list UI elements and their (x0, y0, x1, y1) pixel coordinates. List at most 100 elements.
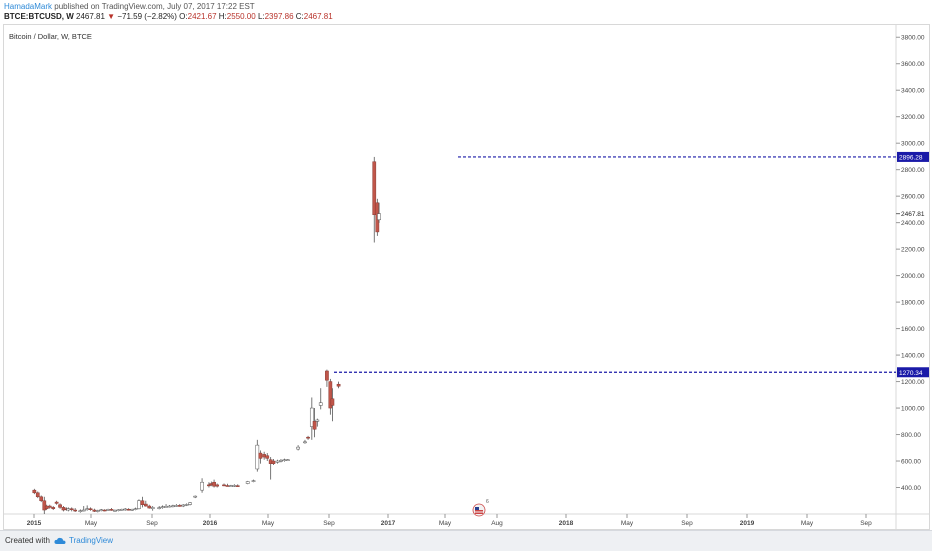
close-label: C: (295, 12, 304, 21)
candle-body (160, 506, 165, 508)
candle-body (44, 505, 49, 509)
open-value: 2421.67 (187, 12, 217, 21)
candle-body (35, 492, 40, 498)
candle-body (177, 505, 182, 507)
ohlc-legend: BTCE:BTCUSD, W 2467.81 ▼ −71.59 (−2.82%)… (4, 12, 333, 22)
candle-body (207, 484, 211, 487)
y-tick-label: 3000.00 (901, 141, 925, 148)
candle-body (157, 507, 162, 509)
candle-body (229, 485, 233, 487)
symbol-label[interactable]: BTCE:BTCUSD, W (4, 12, 74, 21)
x-tick-label: May (439, 520, 452, 527)
candle-body (95, 510, 100, 512)
y-tick-label: 2000.00 (901, 273, 925, 280)
chart-area[interactable]: Bitcoin / Dollar, W, BTCE 400.00 600.00 80… (3, 24, 930, 530)
candle-body (318, 402, 323, 406)
candle-body (147, 505, 152, 509)
candle-body (130, 508, 134, 511)
earnings-flag-icon[interactable]: 6 (472, 499, 489, 517)
x-tick-label: May (85, 520, 98, 527)
candle-body (312, 421, 317, 430)
candle-body (306, 436, 310, 439)
candle-body (58, 504, 62, 508)
author-link[interactable]: HamadaMark (4, 2, 53, 11)
candlestick-chart[interactable]: Bitcoin / Dollar, W, BTCE 400.00 600.00 80… (3, 24, 930, 530)
candle-body (39, 496, 44, 502)
y-tick-label: 1200.00 (901, 379, 925, 386)
candle-body (282, 459, 287, 461)
hline-price-label: 1270.34 (899, 370, 923, 377)
close-value: 2467.81 (303, 12, 333, 21)
chart-header: HamadaMark published on TradingView.com,… (0, 0, 932, 24)
candle-body (271, 460, 276, 464)
x-tick-label: 2019 (740, 520, 755, 527)
candle-body (193, 495, 198, 498)
candle-body (113, 510, 117, 512)
candle-body (85, 508, 90, 510)
y-tick-label: 2400.00 (901, 220, 925, 227)
candle-body (78, 510, 83, 512)
candle-body (184, 504, 189, 506)
candle-body (51, 507, 56, 509)
chart-frame (3, 24, 930, 530)
tradingview-link[interactable]: TradingView (54, 531, 113, 551)
candle-body (81, 509, 86, 512)
created-with-label: Created with (5, 536, 50, 545)
x-axis-ticks: 2015 May Sep 2016 May Sep 2017 May Aug 2018 May Sep… (27, 514, 872, 527)
hline-price-tag (897, 151, 929, 162)
y-tick-label: 400.00 (901, 485, 921, 492)
x-tick-label: Sep (681, 520, 693, 527)
candle-body (200, 481, 204, 491)
x-tick-label: May (262, 520, 275, 527)
candle-body (116, 509, 121, 512)
low-label: L: (257, 12, 265, 21)
candle-body (262, 454, 267, 458)
svg-text:6: 6 (486, 499, 489, 505)
candle-body (279, 460, 283, 462)
candle-body (232, 485, 237, 487)
publish-info: HamadaMark published on TradingView.com,… (4, 2, 255, 12)
x-tick-label: May (621, 520, 634, 527)
candle-body (296, 446, 300, 450)
candle-body (119, 508, 124, 511)
candle-body (102, 509, 107, 512)
candle-body (47, 505, 52, 508)
candle-body (42, 500, 47, 511)
y-tick-label: 600.00 (901, 459, 921, 466)
hline-price-tag (897, 367, 929, 378)
price-change: −71.59 (−2.82%) (117, 12, 177, 21)
y-tick-label: 2800.00 (901, 167, 925, 174)
candle-body (328, 381, 333, 409)
x-tick-label: Sep (146, 520, 158, 527)
candle-body (73, 509, 78, 512)
low-value: 2397.86 (264, 12, 294, 21)
candle-body (167, 505, 172, 508)
last-price-label: 2467.81 (901, 211, 925, 218)
y-tick-label: 1000.00 (901, 406, 925, 413)
chart-title: Bitcoin / Dollar, W, BTCE (9, 32, 92, 41)
x-tick-label: May (801, 520, 814, 527)
y-tick-label: 1400.00 (901, 353, 925, 360)
hline-price-label: 2896.28 (899, 154, 923, 161)
high-value: 2550.00 (226, 12, 256, 21)
candle-body (174, 505, 179, 507)
candle-body (315, 419, 320, 422)
candle-body (106, 509, 110, 511)
high-label: H: (218, 12, 227, 21)
candle-body (377, 213, 381, 221)
candles (32, 156, 381, 514)
candle-body (235, 485, 240, 487)
candle-body (140, 500, 145, 505)
candle-body (303, 441, 307, 444)
horizontal-lines[interactable]: 2896.28 1270.34 (334, 151, 929, 378)
y-tick-label: 3200.00 (901, 114, 925, 121)
candle-body (245, 481, 250, 484)
candle-body (372, 161, 377, 215)
y-tick-label: 2600.00 (901, 194, 925, 201)
y-tick-label: 2200.00 (901, 247, 925, 254)
footer: Created with TradingView (0, 530, 932, 551)
candle-body (181, 504, 186, 507)
y-tick-label: 1800.00 (901, 300, 925, 307)
candle-body (325, 370, 329, 381)
candle-body (109, 509, 114, 511)
